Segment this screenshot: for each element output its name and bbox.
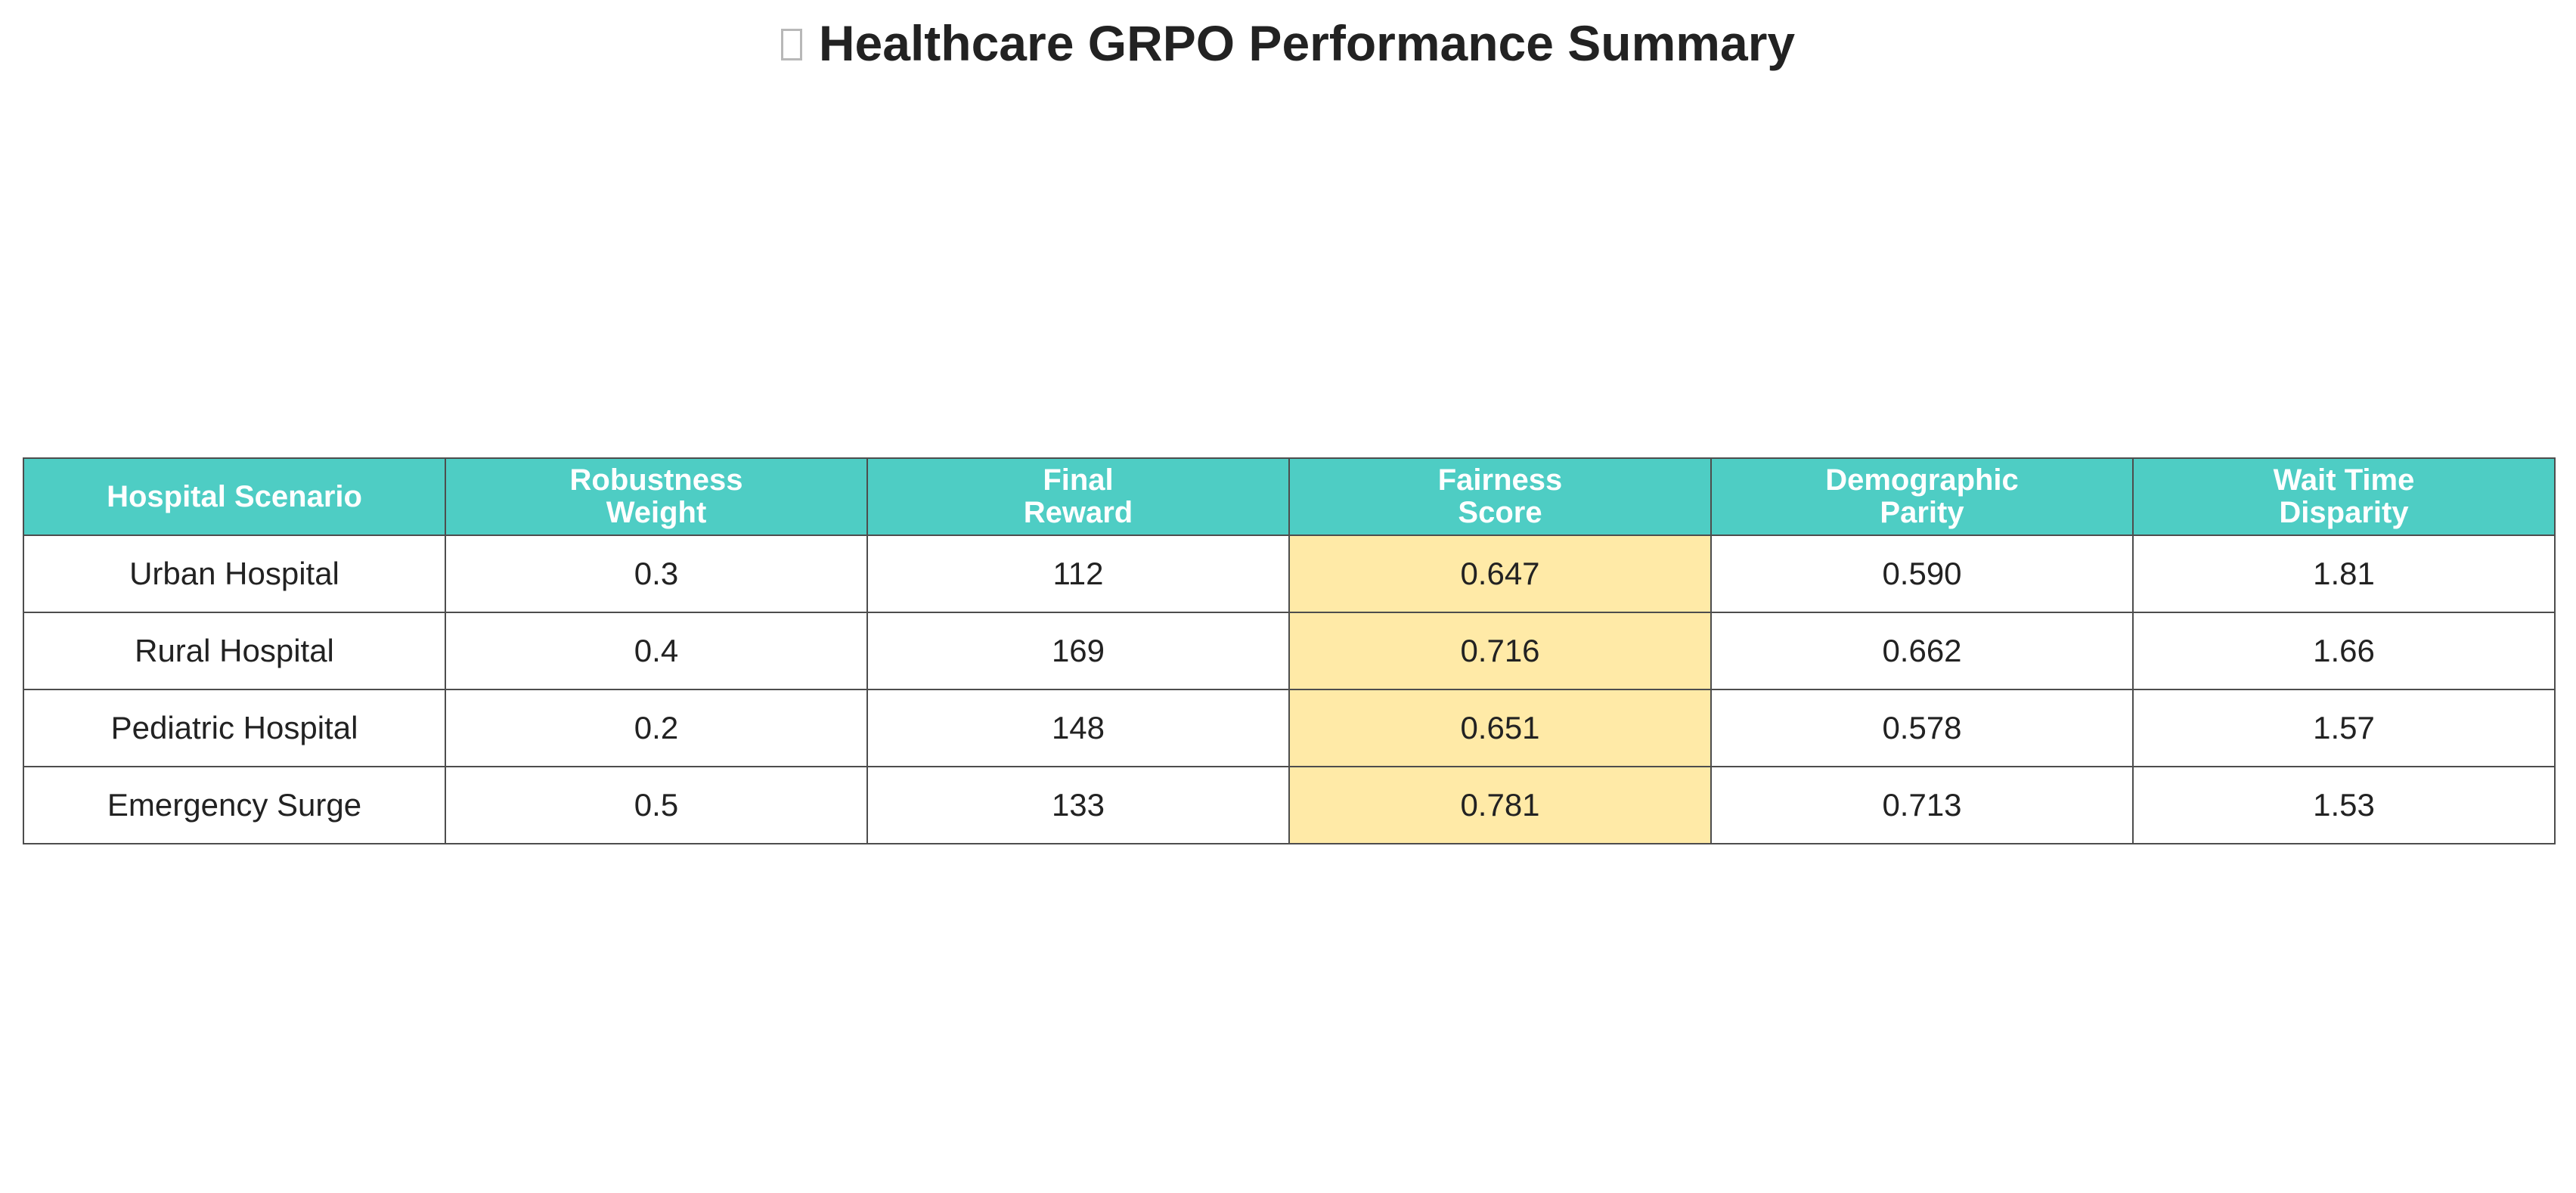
table-row: Rural Hospital 0.4 169 0.716 0.662 1.66 — [23, 612, 2556, 690]
cell-demographic-parity: 0.590 — [1710, 535, 2134, 613]
header-label-line: Final — [1043, 463, 1114, 497]
header-label-line: Reward — [1023, 496, 1133, 529]
header-wait-time-disparity: Wait Time Disparity — [2132, 457, 2556, 536]
header-label-line: Hospital Scenario — [107, 479, 362, 513]
cell-hospital-scenario: Urban Hospital — [23, 535, 446, 613]
chart-title-text: Healthcare GRPO Performance Summary — [818, 15, 1796, 71]
cell-fairness-score: 0.647 — [1288, 535, 1712, 613]
cell-hospital-scenario: Rural Hospital — [23, 612, 446, 690]
header-demographic-parity: Demographic Parity — [1710, 457, 2134, 536]
cell-fairness-score: 0.651 — [1288, 689, 1712, 767]
cell-final-reward: 133 — [866, 766, 1290, 844]
cell-hospital-scenario: Pediatric Hospital — [23, 689, 446, 767]
missing-glyph-icon — [780, 29, 802, 60]
cell-fairness-score: 0.716 — [1288, 612, 1712, 690]
header-label-line: Fairness — [1437, 463, 1563, 497]
cell-final-reward: 112 — [866, 535, 1290, 613]
header-final-reward: Final Reward — [866, 457, 1290, 536]
header-label-line: Wait Time — [2273, 463, 2415, 497]
cell-hospital-scenario: Emergency Surge — [23, 766, 446, 844]
header-label-line: Robustness — [569, 463, 743, 497]
header-label-line: Parity — [1880, 496, 1964, 529]
cell-wait-time-disparity: 1.81 — [2132, 535, 2556, 613]
cell-demographic-parity: 0.662 — [1710, 612, 2134, 690]
header-label-line: Weight — [606, 496, 707, 529]
header-robustness-weight: Robustness Weight — [445, 457, 868, 536]
header-label-line: Score — [1458, 496, 1542, 529]
cell-robustness-weight: 0.4 — [445, 612, 868, 690]
cell-final-reward: 169 — [866, 612, 1290, 690]
header-hospital-scenario: Hospital Scenario — [23, 457, 446, 536]
cell-demographic-parity: 0.713 — [1710, 766, 2134, 844]
header-fairness-score: Fairness Score — [1288, 457, 1712, 536]
cell-final-reward: 148 — [866, 689, 1290, 767]
cell-robustness-weight: 0.5 — [445, 766, 868, 844]
cell-robustness-weight: 0.3 — [445, 535, 868, 613]
cell-wait-time-disparity: 1.53 — [2132, 766, 2556, 844]
cell-wait-time-disparity: 1.66 — [2132, 612, 2556, 690]
cell-fairness-score: 0.781 — [1288, 766, 1712, 844]
header-row: Hospital Scenario Robustness Weight Fina… — [23, 457, 2556, 536]
chart-title: Healthcare GRPO Performance Summary — [0, 11, 2576, 76]
table-row: Urban Hospital 0.3 112 0.647 0.590 1.81 — [23, 535, 2556, 613]
cell-wait-time-disparity: 1.57 — [2132, 689, 2556, 767]
cell-robustness-weight: 0.2 — [445, 689, 868, 767]
cell-demographic-parity: 0.578 — [1710, 689, 2134, 767]
performance-summary-table: Hospital Scenario Robustness Weight Fina… — [23, 457, 2556, 844]
table-row: Pediatric Hospital 0.2 148 0.651 0.578 1… — [23, 689, 2556, 767]
header-label-line: Demographic — [1825, 463, 2019, 497]
table-row: Emergency Surge 0.5 133 0.781 0.713 1.53 — [23, 766, 2556, 844]
header-label-line: Disparity — [2279, 496, 2409, 529]
